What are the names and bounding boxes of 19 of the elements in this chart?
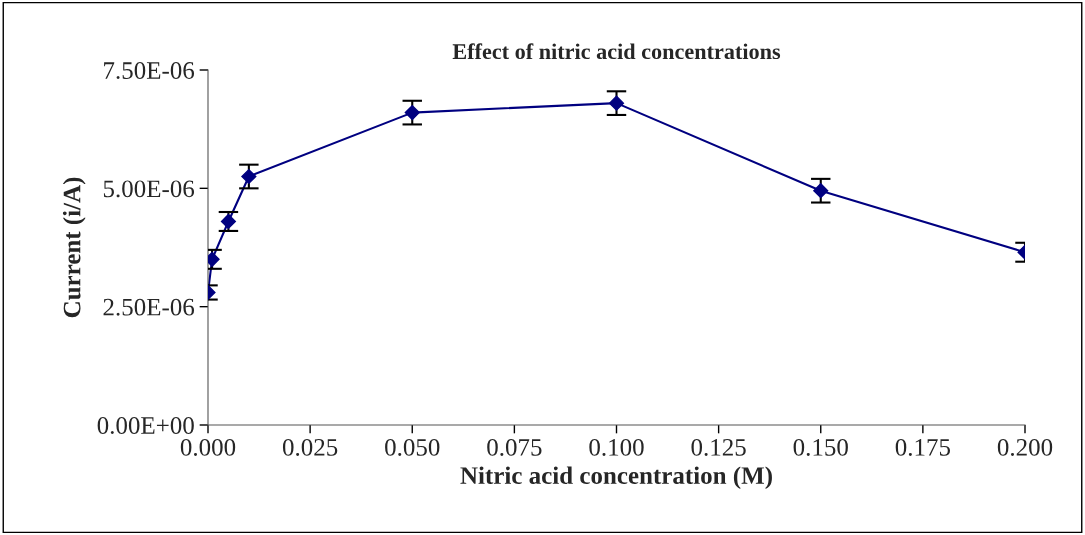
x-tick-label: 0.150	[793, 438, 848, 456]
x-tick-label: 0.050	[385, 438, 440, 456]
point	[404, 105, 420, 121]
point	[241, 168, 257, 185]
y-tick-label: 0.00E+00	[97, 417, 194, 435]
x-tick-label: 0.075	[487, 438, 542, 456]
point	[608, 95, 625, 111]
y-tick-label: 5.00E-06	[103, 180, 195, 198]
chart-title: Effect of nitric acid concentrations	[452, 43, 781, 60]
x-axis-title: Nitric acid concentration (M)	[460, 466, 772, 490]
y-axis-title: Current (i/A)	[62, 177, 86, 318]
x-tick-label: 0.000	[180, 438, 236, 456]
y-tick-label: 2.50E-06	[103, 298, 195, 316]
x-tick-label: 0.200	[997, 438, 1053, 456]
x-tick-label: 0.125	[691, 438, 746, 456]
x-tick-label: 0.175	[895, 438, 951, 456]
x-tick-label: 0.100	[589, 438, 644, 456]
x-tick-label: 0.025	[282, 438, 338, 456]
y-tick-label: 7.50E-06	[104, 62, 195, 80]
